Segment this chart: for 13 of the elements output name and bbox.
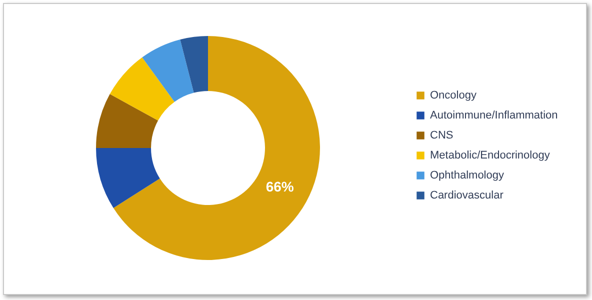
legend-label: Oncology	[430, 90, 477, 102]
donut-slice	[142, 40, 194, 102]
donut-slice	[96, 94, 158, 148]
legend-label: Cardiovascular	[430, 190, 504, 202]
data-label: 66%	[266, 178, 294, 195]
legend-label: Ophthalmology	[430, 170, 504, 182]
legend-label: Metabolic/Endocrinology	[430, 150, 550, 162]
donut-slice	[180, 36, 208, 93]
donut-slice	[110, 57, 174, 121]
donut-slice	[96, 148, 160, 208]
legend-label: Autoimmune/Inflammation	[430, 110, 558, 122]
donut-slice	[113, 36, 320, 260]
legend-label: CNS	[430, 130, 454, 142]
